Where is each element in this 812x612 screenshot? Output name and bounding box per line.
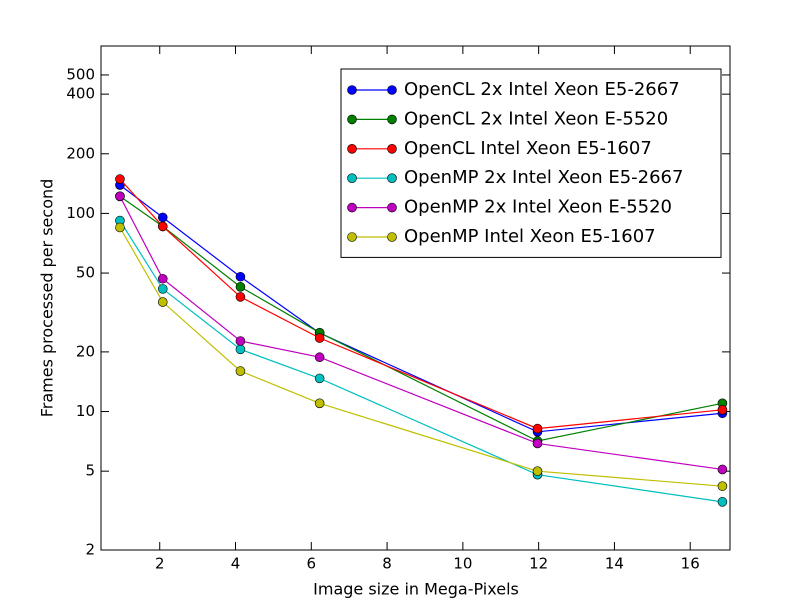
data-point bbox=[235, 271, 246, 282]
data-point bbox=[235, 366, 246, 376]
y-tick-label: 100 bbox=[66, 204, 95, 222]
data-point bbox=[314, 352, 325, 363]
y-tick-label: 200 bbox=[66, 144, 95, 162]
data-point bbox=[235, 292, 246, 302]
data-point bbox=[115, 174, 125, 184]
legend-label: OpenMP 2x Intel Xeon E-5520 bbox=[404, 197, 672, 218]
y-tick-label: 20 bbox=[76, 342, 95, 360]
data-point bbox=[115, 191, 125, 202]
y-tick-label: 5 bbox=[85, 462, 95, 480]
data-point bbox=[235, 282, 246, 292]
series-line bbox=[119, 196, 723, 471]
data-point bbox=[717, 497, 728, 507]
x-tick-label: 16 bbox=[681, 555, 700, 573]
data-point bbox=[532, 423, 543, 434]
y-tick-label: 10 bbox=[76, 402, 95, 420]
series-line bbox=[119, 195, 723, 442]
legend-marker bbox=[387, 173, 397, 183]
series-line bbox=[119, 178, 723, 430]
x-axis-label: Image size in Mega-Pixels bbox=[313, 580, 519, 599]
legend-label: OpenMP 2x Intel Xeon E5-2667 bbox=[404, 167, 683, 188]
legend-marker bbox=[347, 173, 357, 183]
data-point bbox=[157, 297, 168, 307]
legend-label: OpenCL 2x Intel Xeon E-5520 bbox=[404, 108, 668, 129]
legend-marker bbox=[347, 232, 357, 242]
data-point bbox=[235, 344, 246, 355]
x-tick-label: 4 bbox=[231, 555, 241, 573]
y-tick-label: 2 bbox=[85, 541, 95, 559]
plot-frame bbox=[100, 45, 731, 551]
legend-marker bbox=[387, 144, 397, 154]
data-point bbox=[717, 464, 728, 475]
y-axis-label: Frames processed per second bbox=[38, 179, 57, 418]
data-point bbox=[157, 273, 168, 284]
data-point bbox=[314, 373, 325, 384]
legend-marker bbox=[347, 114, 357, 125]
y-tick-label: 400 bbox=[66, 85, 95, 103]
series-line bbox=[119, 227, 723, 487]
legend-label: OpenCL 2x Intel Xeon E5-2667 bbox=[404, 79, 680, 100]
y-tick-label: 500 bbox=[66, 65, 95, 83]
legend-marker bbox=[387, 202, 397, 213]
legend-label: OpenMP Intel Xeon E5-1607 bbox=[404, 226, 656, 247]
series-line bbox=[119, 220, 723, 503]
data-point bbox=[157, 212, 168, 223]
data-point bbox=[157, 221, 168, 232]
data-point bbox=[157, 284, 168, 294]
legend-marker bbox=[347, 202, 357, 213]
legend-marker bbox=[347, 85, 357, 95]
series-line bbox=[119, 184, 723, 433]
y-tick-label: 50 bbox=[76, 264, 95, 282]
data-point bbox=[717, 405, 728, 415]
legend-box bbox=[340, 68, 722, 258]
x-tick-label: 12 bbox=[529, 555, 548, 573]
data-point bbox=[314, 333, 325, 343]
data-point bbox=[235, 336, 246, 346]
legend-marker bbox=[387, 85, 397, 95]
legend-marker bbox=[387, 114, 397, 125]
data-point bbox=[532, 466, 543, 476]
data-point bbox=[115, 222, 125, 233]
legend-marker bbox=[387, 232, 397, 242]
data-point bbox=[532, 438, 543, 449]
x-tick-label: 6 bbox=[307, 555, 317, 573]
data-point bbox=[717, 481, 728, 491]
data-point bbox=[314, 398, 325, 409]
x-tick-label: 10 bbox=[453, 555, 472, 573]
x-tick-label: 2 bbox=[155, 555, 165, 573]
legend-marker bbox=[347, 144, 357, 154]
x-tick-label: 14 bbox=[605, 555, 624, 573]
legend-label: OpenCL Intel Xeon E5-1607 bbox=[404, 138, 652, 159]
x-tick-label: 8 bbox=[382, 555, 392, 573]
